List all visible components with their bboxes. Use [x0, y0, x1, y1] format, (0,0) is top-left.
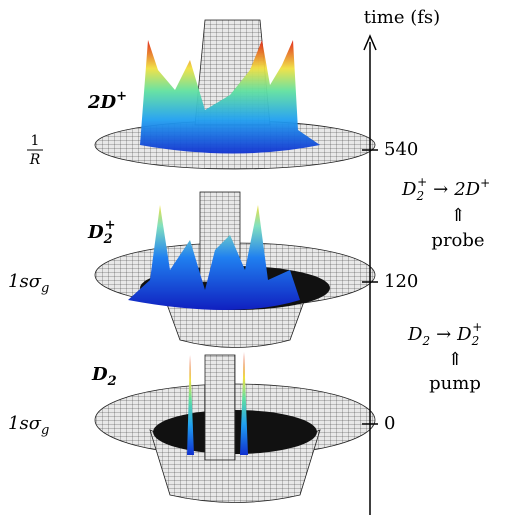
reaction: D2+→2D+	[401, 175, 490, 203]
sub: 2	[107, 374, 117, 389]
mesh-column	[205, 355, 235, 460]
tick-label: 120	[384, 271, 418, 292]
sup: +	[105, 218, 116, 233]
rhs: D	[456, 324, 472, 345]
left-label: 1sσg	[8, 271, 49, 296]
species-label: 2D+	[87, 89, 127, 114]
sub: g	[41, 423, 49, 438]
sub: 2	[103, 232, 113, 247]
sub: 2	[421, 334, 430, 348]
reaction-label: probe	[431, 230, 484, 251]
left-label: 1sσg	[8, 413, 49, 438]
species-label: D2	[91, 364, 117, 389]
figure: time (fs) 540 120 0 1 R 1sσg 1sσg 2D+ D2…	[0, 0, 517, 515]
up-arrow: ⇑	[450, 205, 465, 226]
reaction: D2→D2+	[407, 320, 482, 348]
surface-d2plus	[95, 192, 375, 348]
arrow: →	[433, 179, 448, 200]
sup: +	[480, 176, 490, 190]
rhs: 2D	[453, 179, 480, 200]
sub: 2	[415, 189, 424, 203]
lhs: D	[401, 179, 417, 200]
species-label: D2+	[87, 218, 116, 247]
tick-label: 540	[384, 139, 418, 160]
sup: +	[417, 175, 427, 189]
base: D	[91, 364, 108, 385]
left-label-fraction: 1 R	[27, 133, 43, 168]
base: 1sσ	[8, 271, 42, 292]
surface-2dplus	[95, 20, 375, 169]
base: D	[87, 222, 104, 243]
sub: 2	[471, 334, 480, 348]
tick-label: 0	[384, 413, 395, 434]
arrow: →	[436, 324, 451, 345]
numerator: 1	[31, 133, 40, 149]
lhs: D	[407, 324, 423, 345]
sup: +	[472, 320, 482, 334]
base: 1sσ	[8, 413, 42, 434]
denominator: R	[29, 152, 41, 168]
reaction-label: pump	[429, 373, 481, 394]
axis-title: time (fs)	[364, 7, 440, 28]
surface-d2	[95, 352, 375, 503]
sub: g	[41, 281, 49, 296]
base: 2D	[87, 92, 117, 113]
sup: +	[116, 89, 127, 104]
up-arrow: ⇑	[447, 349, 462, 370]
